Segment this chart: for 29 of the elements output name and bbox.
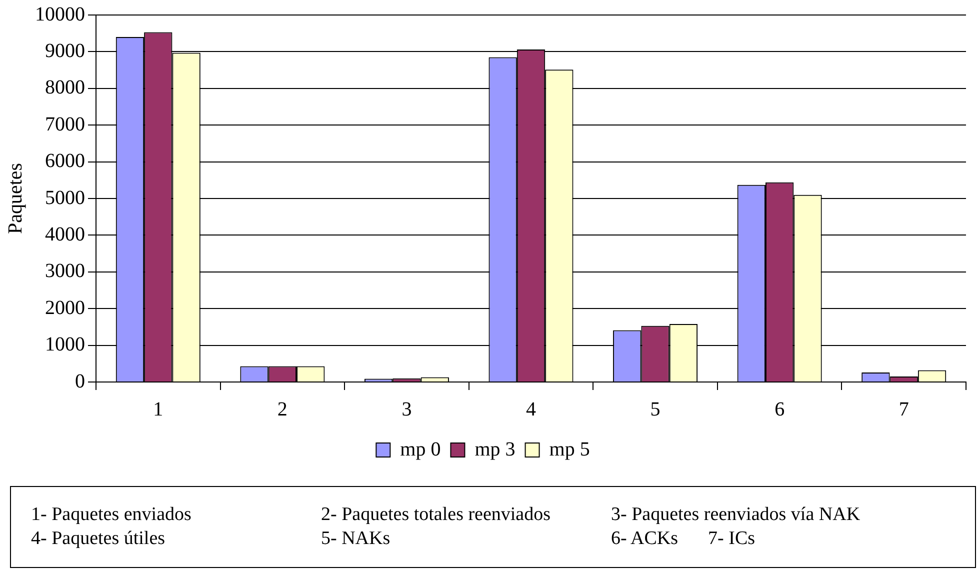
x-tick-label: 1 <box>153 398 164 420</box>
y-tick-label: 0 <box>75 370 85 392</box>
text: 3- Paquetes reenviados vía NAK <box>611 504 860 525</box>
text: 1- Paquetes enviados <box>31 504 192 525</box>
x-tick-label: 7 <box>898 398 909 420</box>
text: 6- ACKs <box>611 528 678 549</box>
x-tick-label: 3 <box>402 398 412 420</box>
y-tick-label: 9000 <box>45 40 85 62</box>
y-tick-label: 7000 <box>45 113 85 136</box>
y-tick-label: 4000 <box>45 223 85 246</box>
y-axis-title: Paquetes <box>4 162 26 234</box>
x-tick-label: 6 <box>774 398 785 420</box>
y-tick-label: 8000 <box>45 76 85 99</box>
y-tick-label: 2000 <box>45 296 85 319</box>
y-tick-label: 1000 <box>45 334 85 356</box>
x-tick-label: 5 <box>650 398 660 420</box>
legend-label: mp 5 <box>549 438 590 460</box>
text: 7- ICs <box>708 528 756 549</box>
y-tick-label: 5000 <box>45 186 85 209</box>
text: 2- Paquetes totales reenviados <box>321 504 551 525</box>
legend-label: mp 0 <box>400 438 441 460</box>
text: 5- NAKs <box>321 528 390 549</box>
x-tick-label: 2 <box>277 398 288 420</box>
text: 4- Paquetes útiles <box>31 528 166 549</box>
y-tick-label: 10000 <box>35 3 85 26</box>
x-tick-label: 4 <box>526 398 536 420</box>
legend-label: mp 3 <box>474 438 516 460</box>
y-tick-label: 6000 <box>45 150 85 172</box>
y-tick-label: 3000 <box>45 260 85 282</box>
